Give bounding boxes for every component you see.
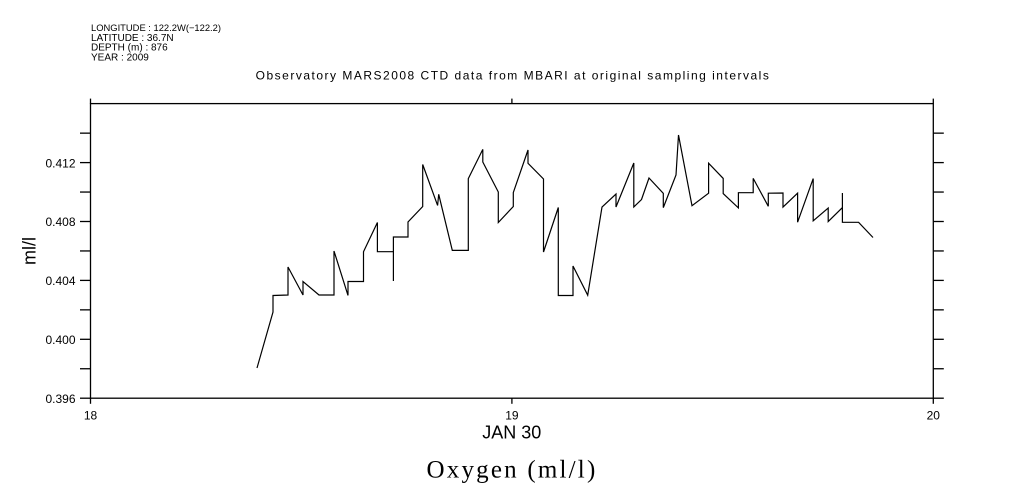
svg-text:ml/l: ml/l: [20, 237, 40, 265]
svg-text:YEAR : 2009: YEAR : 2009: [91, 53, 149, 64]
svg-text:0.396: 0.396: [45, 392, 75, 406]
svg-text:0.408: 0.408: [45, 215, 75, 229]
svg-text:0.412: 0.412: [45, 156, 75, 170]
svg-text:18: 18: [84, 409, 98, 423]
svg-text:DEPTH (m) : 876: DEPTH (m) : 876: [91, 43, 168, 54]
svg-text:Observatory MARS2008 CTD data: Observatory MARS2008 CTD data from MBARI…: [256, 69, 771, 83]
svg-text:LATITUDE : 36.7N: LATITUDE : 36.7N: [91, 33, 174, 44]
svg-text:0.400: 0.400: [45, 333, 75, 347]
svg-text:JAN 30: JAN 30: [482, 423, 541, 443]
svg-text:20: 20: [927, 409, 941, 423]
svg-text:19: 19: [505, 409, 519, 423]
svg-text:LONGITUDE : 122.2W(−122.2): LONGITUDE : 122.2W(−122.2): [91, 22, 221, 33]
svg-text:0.404: 0.404: [45, 274, 75, 288]
svg-text:Oxygen (ml/l): Oxygen (ml/l): [427, 457, 598, 484]
